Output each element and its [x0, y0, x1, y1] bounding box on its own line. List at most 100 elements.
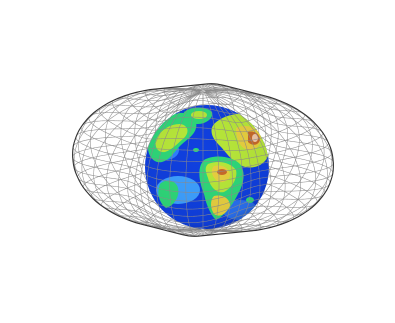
mesh-line	[85, 171, 88, 174]
mesh-line	[273, 136, 275, 138]
mesh-line	[293, 201, 296, 204]
mesh-line	[152, 96, 154, 98]
mesh-line	[108, 118, 110, 120]
mesh-line	[317, 174, 319, 177]
mesh-line	[293, 196, 296, 198]
mesh-line	[320, 188, 322, 191]
mesh-line	[157, 124, 159, 126]
mesh-line	[249, 96, 252, 98]
mesh-line	[103, 177, 106, 180]
mesh-line	[224, 228, 226, 230]
mesh-line	[161, 110, 164, 112]
mesh-line	[318, 190, 321, 193]
mesh-line	[88, 180, 90, 182]
mesh-line	[230, 225, 234, 227]
mesh-line	[136, 174, 139, 176]
mesh-line	[284, 195, 287, 198]
mesh-line	[252, 96, 254, 98]
mesh-line	[306, 190, 309, 193]
mesh-line	[97, 165, 100, 167]
mesh-line	[108, 116, 111, 119]
mesh-line	[76, 152, 78, 154]
mesh-line	[252, 105, 254, 108]
mesh-line	[312, 181, 315, 183]
mesh-line	[253, 111, 256, 113]
mesh-line	[234, 221, 238, 224]
mesh-line	[111, 209, 114, 211]
mesh-line	[306, 167, 308, 170]
mesh-line	[247, 108, 250, 110]
mesh-line	[289, 113, 292, 116]
mesh-line	[78, 150, 81, 153]
mesh-line	[159, 107, 161, 110]
mesh-line	[113, 167, 116, 170]
mesh-line	[168, 102, 171, 104]
mesh-line	[265, 109, 267, 111]
mesh-line	[94, 177, 97, 179]
mesh-line	[171, 106, 173, 108]
mesh-line	[130, 219, 133, 221]
mesh-line	[262, 210, 265, 213]
mesh-line	[95, 164, 98, 167]
mesh-line	[253, 125, 256, 127]
mesh-line	[294, 184, 297, 186]
mesh-line	[264, 221, 268, 224]
mesh-line	[118, 211, 122, 213]
mesh-line	[293, 118, 295, 121]
mesh-line	[149, 97, 152, 100]
mesh-line	[303, 204, 305, 206]
mesh-line	[262, 202, 265, 205]
mesh-line	[174, 220, 178, 222]
mesh-line	[98, 113, 101, 115]
mesh-line	[75, 143, 77, 145]
mesh-line	[92, 154, 94, 156]
mesh-line	[151, 224, 154, 226]
mesh-line	[330, 169, 332, 171]
mesh-line	[291, 168, 293, 171]
mesh-line	[140, 208, 143, 211]
mesh-line	[256, 103, 258, 105]
mesh-line	[132, 214, 135, 217]
mesh-line	[88, 176, 91, 179]
mesh-line	[141, 107, 143, 109]
mesh-line	[275, 117, 277, 120]
mesh-line	[313, 182, 315, 184]
mesh-line	[123, 117, 125, 119]
mesh-line	[277, 170, 279, 173]
mesh-line	[255, 98, 258, 101]
mesh-line	[301, 194, 304, 197]
mesh-line	[266, 112, 268, 115]
mesh-line	[139, 199, 142, 202]
mesh-line	[126, 218, 129, 220]
mesh-line	[121, 205, 124, 208]
mesh-line	[262, 129, 264, 132]
mesh-line	[101, 164, 105, 166]
mesh-line	[235, 227, 237, 229]
mesh-line	[131, 218, 135, 220]
mesh-line	[317, 172, 320, 175]
mesh-line	[309, 186, 312, 189]
mesh-line	[273, 176, 276, 178]
mesh-line	[313, 195, 315, 198]
mesh-line	[132, 102, 135, 105]
mesh-line	[116, 209, 120, 212]
mesh-line	[253, 98, 255, 100]
mesh-line	[93, 156, 96, 158]
mesh-line	[315, 172, 318, 174]
mesh-line	[250, 216, 254, 218]
mesh-line	[302, 167, 305, 169]
mesh-line	[254, 109, 256, 111]
mesh-line	[256, 103, 258, 106]
mesh-line	[156, 226, 159, 228]
mesh-line	[328, 167, 330, 169]
mesh-line	[127, 164, 129, 167]
mesh-line	[308, 163, 310, 166]
mesh-line	[94, 166, 98, 168]
mesh-line	[316, 193, 319, 196]
mesh-line	[246, 102, 249, 104]
mesh-line	[116, 173, 119, 176]
mesh-line	[97, 114, 100, 117]
mesh-line	[309, 192, 312, 195]
mesh-line	[253, 215, 256, 217]
mesh-line	[232, 228, 234, 230]
